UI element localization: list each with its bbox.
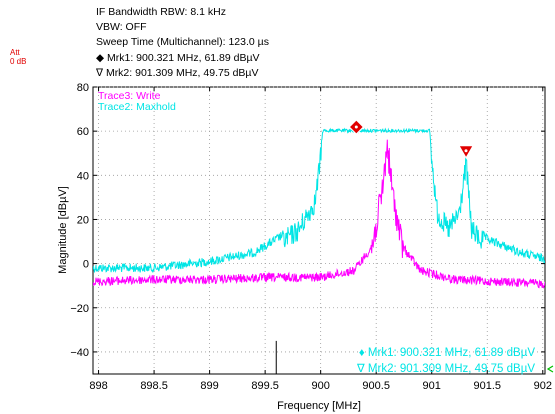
attenuation-label: Att 0 dB <box>10 48 26 66</box>
x-tick-label: 900 <box>311 380 329 392</box>
y-tick-label: 60 <box>77 126 89 138</box>
y-tick-label: −40 <box>70 347 89 359</box>
x-tick-label: 901 <box>423 380 441 392</box>
x-tick-label: 902 <box>534 380 552 392</box>
x-tick-label: 898.5 <box>140 380 168 392</box>
measurement-info: IF Bandwidth RBW: 8.1 kHz VBW: OFF Sweep… <box>96 5 269 81</box>
legend-entry: Trace3: Write <box>98 90 161 102</box>
marker-annotations: ♦ Mrk1: 900.321 MHz, 61.89 dBµV ∇ Mrk2: 9… <box>356 347 554 375</box>
y-tick-label: 20 <box>77 214 89 226</box>
trace-line-maxhold <box>93 127 545 273</box>
info-rbw: IF Bandwidth RBW: 8.1 kHz <box>96 6 226 18</box>
trace-line-write <box>93 139 545 289</box>
traces <box>93 127 545 374</box>
marker-annotation: ∇ Mrk2: 901.309 MHz, 49.75 dBµV <box>356 363 535 375</box>
markers <box>348 119 474 159</box>
x-tick-label: 899.5 <box>251 380 279 392</box>
y-tick-label: 0 <box>83 259 89 271</box>
reference-level-arrow <box>546 365 554 373</box>
x-tick-label: 900.5 <box>362 380 390 392</box>
grid-lines <box>93 86 545 374</box>
y-axis-label: Magnitude [dBµV] <box>57 186 69 274</box>
info-sweep-time: Sweep Time (Multichannel): 123.0 µs <box>96 36 269 49</box>
att-title: Att <box>10 48 20 57</box>
y-tick-label: 40 <box>77 170 89 182</box>
x-tick-label: 899 <box>200 380 218 392</box>
info-vbw: VBW: OFF <box>96 21 147 34</box>
info-marker1: ◆ Mrk1: 900.321 MHz, 61.89 dBµV <box>96 51 260 64</box>
plot-area <box>92 86 546 375</box>
legend-entry: Trace2: Maxhold <box>98 101 176 113</box>
marker-2-dot <box>464 149 468 153</box>
x-axis-label: Frequency [MHz] <box>277 400 361 412</box>
marker-annotation: ♦ Mrk1: 900.321 MHz, 61.89 dBµV <box>359 347 535 359</box>
y-tick-label: 80 <box>77 82 89 94</box>
y-tick-label: −20 <box>70 303 89 315</box>
x-tick-label: 901.5 <box>473 380 501 392</box>
marker-1-dot <box>354 125 358 129</box>
att-value: 0 dB <box>10 57 27 66</box>
info-marker2: ∇ Mrk2: 901.309 MHz, 49.75 dBµV <box>96 66 259 79</box>
x-tick-label: 898 <box>89 380 107 392</box>
axis-ticks: 898 898.5 899 899.5 900 900.5 901 901.5 902 −40 −2… <box>70 82 552 392</box>
